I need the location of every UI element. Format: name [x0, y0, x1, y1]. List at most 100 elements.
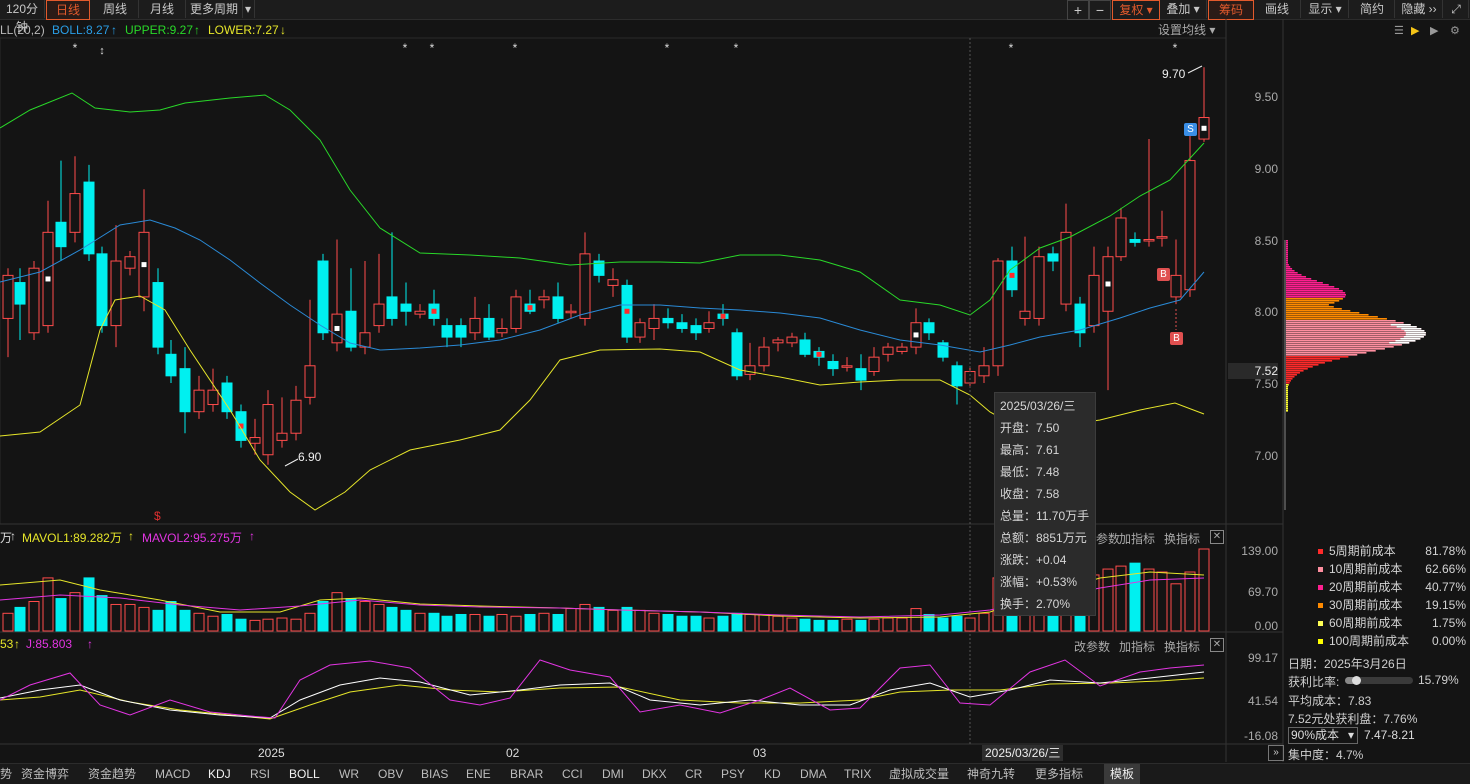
candle-body — [359, 332, 371, 348]
date-label: 03 — [753, 746, 767, 760]
volume-bar — [249, 619, 261, 632]
tab-dkx[interactable]: DKX — [642, 767, 667, 781]
tab-dma[interactable]: DMA — [800, 767, 827, 781]
tab-资金博弈[interactable]: 资金博弈 — [21, 767, 70, 781]
volume-bar — [662, 613, 674, 632]
tab-kd[interactable]: KD — [764, 767, 781, 781]
chip-bar — [1286, 384, 1289, 386]
candle-marker — [816, 351, 822, 357]
period-label[interactable]: 120分钟 — [0, 0, 45, 34]
chip-settings-icon[interactable]: ⚙ — [1450, 25, 1460, 37]
boll-name: LL(20,2) — [0, 23, 45, 37]
price-tick: 8.00 — [1254, 305, 1278, 319]
kdj-params-button[interactable]: 改参数 — [1074, 640, 1111, 654]
volume-bar — [42, 577, 54, 632]
kdj-add-indicator-button[interactable]: 加指标 — [1119, 640, 1156, 654]
yincang-button[interactable]: 隐藏 ›› — [1396, 0, 1443, 18]
volume-bar — [951, 615, 963, 632]
tab-cr[interactable]: CR — [685, 767, 703, 781]
chip-bar — [1286, 330, 1425, 332]
tab-ene[interactable]: ENE — [466, 767, 491, 781]
volume-bar — [83, 577, 95, 632]
chip-list-icon[interactable]: ☰ — [1394, 25, 1404, 37]
huaxian-button[interactable]: 画线 — [1254, 0, 1301, 18]
vol-close-icon[interactable]: ✕ — [1210, 530, 1224, 544]
tab-boll[interactable]: BOLL — [289, 767, 320, 781]
settings-ma-button[interactable]: 设置均线 ▾ — [1158, 23, 1216, 37]
tab-daily[interactable]: 日线 — [46, 0, 90, 20]
kdj-switch-indicator-button[interactable]: 换指标 — [1164, 640, 1201, 654]
tab-psy[interactable]: PSY — [721, 767, 746, 781]
volume-bar — [964, 617, 976, 632]
profit-ratio-knob[interactable] — [1351, 676, 1361, 685]
tab-模板[interactable]: 模板 — [1104, 764, 1141, 784]
kdj-k-arrow-icon: ↑ — [14, 637, 20, 651]
volume-bar — [565, 608, 577, 632]
lower-arrow-icon: ↓ — [280, 23, 286, 37]
volume-bar — [731, 612, 743, 632]
chip-bar-tip — [1396, 326, 1417, 328]
vol-add-indicator-button[interactable]: 加指标 — [1119, 532, 1156, 546]
legend-swatch — [1318, 585, 1323, 591]
tab-obv[interactable]: OBV — [378, 767, 404, 781]
chouma-button[interactable]: 筹码 — [1208, 0, 1254, 20]
fullscreen-icon[interactable]: ⤢ — [1444, 0, 1469, 18]
chip-flag-icon[interactable]: ▶ — [1411, 25, 1420, 37]
fuquan-button[interactable]: 复权 ▾ — [1112, 0, 1160, 20]
tab-wr[interactable]: WR — [339, 767, 359, 781]
vol-switch-indicator-button[interactable]: 换指标 — [1164, 532, 1201, 546]
boll-mid-line — [0, 219, 1205, 353]
tab-bias[interactable]: BIAS — [421, 767, 449, 781]
chip-bar — [1286, 338, 1421, 340]
cost-select[interactable]: 90%成本 ▾ — [1288, 727, 1358, 744]
jianyue-button[interactable]: 简约 — [1350, 0, 1395, 18]
zoom-in-button[interactable]: + — [1067, 0, 1089, 20]
buy-badge[interactable]: B — [1170, 332, 1183, 345]
scroll-right-icon[interactable]: » — [1268, 745, 1284, 761]
tab-虚拟成交量[interactable]: 虚拟成交量 — [889, 767, 950, 781]
dollar-mark: $ — [154, 509, 161, 523]
volume-bar — [1156, 571, 1168, 632]
candle-marker — [238, 423, 244, 429]
tab-dmi[interactable]: DMI — [602, 767, 624, 781]
chip-bar-tip — [1403, 336, 1424, 338]
tab-资金趋势[interactable]: 资金趋势 — [88, 767, 137, 781]
tooltip-close: 收盘：7.58 — [1000, 487, 1060, 501]
buy-badge[interactable]: B — [1157, 268, 1170, 281]
chip-bar — [1286, 250, 1288, 252]
diejia-button[interactable]: 叠加 ▾ — [1160, 0, 1207, 18]
tab-monthly[interactable]: 月线 — [139, 0, 186, 18]
zoom-out-button[interactable]: − — [1089, 0, 1111, 20]
kdj-close-icon[interactable]: ✕ — [1210, 638, 1224, 652]
candle-body — [1156, 236, 1168, 239]
tab-kdj[interactable]: KDJ — [208, 767, 231, 781]
volume-bar — [165, 601, 177, 632]
vol-params-button[interactable]: 参数 — [1096, 532, 1121, 546]
tab-rsi[interactable]: RSI — [250, 767, 271, 781]
xianshi-button[interactable]: 显示 ▾ — [1302, 0, 1349, 18]
candle-marker — [141, 262, 147, 268]
tab-weekly[interactable]: 周线 — [92, 0, 139, 18]
sell-badge[interactable]: S — [1184, 123, 1197, 136]
chip-bar — [1286, 252, 1288, 254]
chevron-down-icon[interactable]: ▾ — [242, 0, 255, 18]
chip-legend-row: 30周期前成本 19.15% — [1318, 596, 1468, 614]
kdj-j-arrow-icon: ↑ — [87, 637, 93, 651]
tab-brar[interactable]: BRAR — [510, 767, 544, 781]
tab-macd[interactable]: MACD — [155, 767, 191, 781]
tab-partial[interactable]: 势 — [0, 767, 13, 781]
tab-trix[interactable]: TRIX — [844, 767, 872, 781]
chip-bar — [1286, 264, 1289, 266]
tab-神奇九转[interactable]: 神奇九转 — [967, 767, 1016, 781]
tab-cci[interactable]: CCI — [562, 767, 583, 781]
candle-marker — [334, 325, 340, 331]
tab-more-periods[interactable]: 更多周期 — [186, 0, 243, 18]
chip-flag-alt-icon[interactable]: ▶ — [1430, 25, 1439, 37]
candle-body — [786, 336, 798, 344]
volume-bar — [552, 613, 564, 632]
tab-更多指标[interactable]: 更多指标 — [1035, 767, 1084, 781]
chip-bar — [1286, 308, 1342, 310]
volume-bar — [538, 612, 550, 632]
tooltip-turnover: 换手：2.70% — [1000, 597, 1071, 611]
